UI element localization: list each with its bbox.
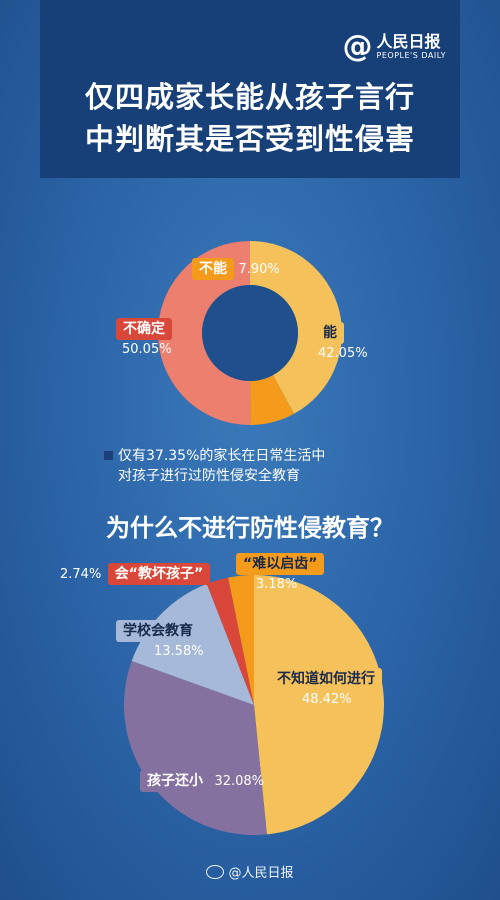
donut-value-cannot: 7.90% [238,262,280,277]
donut-category-unsure: 不确定 [116,318,172,340]
page-title-line-1: 仅四成家长能从孩子言行 [84,80,415,114]
brand-name-cn: 人民日报 [376,32,441,51]
pie-slice-2 [131,583,254,705]
brand-logo: @ 人民日报 PEOPLE'S DAILY [343,32,446,62]
page-title-line-2: 中判断其是否受到性侵害 [84,122,415,156]
pie-value-school: 13.58% [154,644,204,659]
pie-label-bad: 2.74% 会“教坏孩子” [60,563,211,585]
note-line-1: 仅有37.35%的家长在日常生活中 [118,448,326,464]
donut-hole [202,285,298,381]
donut-slice-1 [250,375,295,425]
note-text: 仅有37.35%的家长在日常生活中 对孩子进行过防性侵安全教育 [104,446,326,486]
pie-slice-0 [254,575,384,835]
note-line-2: 对孩子进行过防性侵安全教育 [118,468,300,484]
pie-category-dontknow: 不知道如何进行 [270,668,382,690]
donut-label-cannot: 不能 7.90% [192,258,280,280]
footer: @人民日报 [0,862,500,881]
pie-value-embarrassed: 3.18% [256,577,298,592]
pie-category-school: 学校会教育 [116,620,200,642]
bullet-square-icon [104,451,113,460]
donut-category-can: 能 [316,322,344,344]
brand-name-en: PEOPLE'S DAILY [376,51,446,60]
donut-value-can: 42.05% [318,346,368,361]
donut-value-unsure: 50.05% [122,342,172,357]
pie-label-school: 学校会教育 13.58% [116,620,204,661]
donut-category-cannot: 不能 [192,258,234,280]
pie-value-bad: 2.74% [60,567,102,582]
donut-slice-2 [157,241,251,425]
pie-category-embarrassed: “难以启齿” [236,553,325,575]
pie-value-young: 32.08% [214,774,265,789]
at-icon: @ [342,29,373,64]
pie-label-dontknow: 不知道如何进行 48.42% [270,668,382,709]
pie-slice-3 [206,577,254,705]
donut-label-unsure: 不确定 50.05% [116,318,172,359]
pie-category-bad: 会“教坏孩子” [107,563,211,585]
pie-label-embarrassed: “难以启齿” 3.18% [236,553,325,594]
footer-text: @人民日报 [228,866,294,881]
donut-label-can: 能 42.05% [316,322,368,363]
header-panel: @ 人民日报 PEOPLE'S DAILY 仅四成家长能从孩子言行 中判断其是否… [40,0,460,178]
pie-category-young: 孩子还小 [140,770,210,792]
pie-label-young: 孩子还小 32.08% [140,770,264,792]
weibo-icon [206,865,225,879]
donut-slice-0 [250,241,343,414]
chart2-title: 为什么不进行防性侵教育？ [106,514,394,542]
pie-slice-4 [228,575,254,705]
pie-value-dontknow: 48.42% [302,692,352,707]
